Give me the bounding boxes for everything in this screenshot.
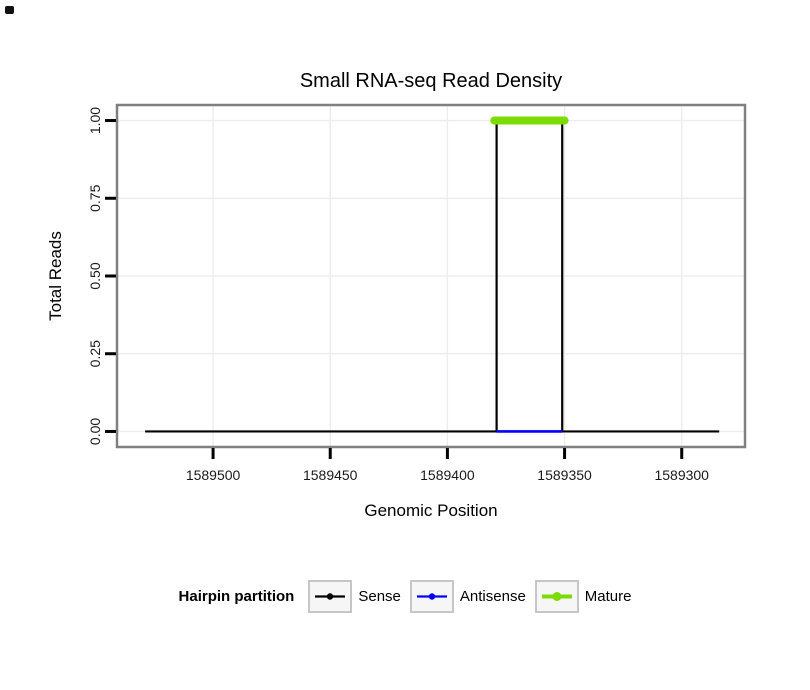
chart-canvas: 1589500 1589450 1589400 1589350 1589300 0.00 0… — [87, 103, 747, 483]
y-tick-label: 0.25 — [87, 340, 103, 367]
legend-label-sense: Sense — [358, 588, 401, 605]
x-tick-label: 1589400 — [420, 467, 475, 483]
corner-artifact — [5, 6, 14, 14]
legend-entry-antisense: Antisense — [409, 580, 526, 613]
legend-key-antisense — [409, 580, 454, 613]
legend-entry-mature: Mature — [534, 580, 632, 613]
x-tick-label: 1589300 — [654, 467, 709, 483]
legend: Hairpin partition Sense Antisense — [0, 580, 810, 613]
chart-title: Small RNA-seq Read Density — [299, 70, 563, 92]
y-tick-label: 1.00 — [87, 107, 103, 134]
legend-key-line-icon — [416, 593, 447, 600]
legend-label-antisense: Antisense — [459, 588, 526, 605]
legend-key-line-icon — [541, 592, 572, 601]
legend-key-mature — [534, 580, 579, 613]
x-tick-label: 1589500 — [186, 467, 241, 483]
legend-key-line-icon — [315, 593, 346, 600]
x-tick-label: 1589450 — [303, 467, 358, 483]
panel-border — [115, 103, 747, 449]
legend-key-sense — [308, 580, 353, 613]
x-tick-label: 1589350 — [537, 467, 592, 483]
x-axis-label: Genomic Position — [364, 501, 498, 520]
legend-title: Hairpin partition — [178, 588, 295, 605]
y-tick-label: 0.00 — [87, 418, 103, 445]
legend-label-mature: Mature — [584, 588, 632, 605]
legend-entry-sense: Sense — [308, 580, 401, 613]
y-tick-label: 0.75 — [87, 184, 103, 211]
y-tick-label: 0.50 — [87, 262, 103, 289]
